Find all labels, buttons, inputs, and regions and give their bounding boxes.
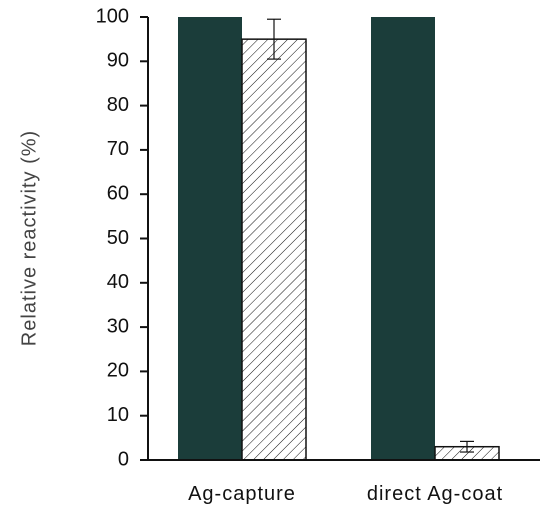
- y-axis: 0 10 20 30 40 50 60 70 80 90 100: [96, 5, 148, 470]
- y-tick-label: 80: [107, 94, 129, 116]
- x-axis-labels: Ag-capture direct Ag-coat: [188, 483, 503, 505]
- y-tick-label: 10: [107, 404, 129, 426]
- bar-direct-ag-coat-series-1: [371, 17, 435, 460]
- y-tick-label: 0: [118, 448, 129, 470]
- y-tick-label: 30: [107, 315, 129, 337]
- x-category-label: direct Ag-coat: [367, 483, 503, 505]
- y-tick-label: 60: [107, 182, 129, 204]
- y-tick-label: 20: [107, 360, 129, 382]
- y-tick-label: 100: [96, 5, 129, 27]
- y-axis-title: Relative reactivity (%): [18, 130, 40, 346]
- x-category-label: Ag-capture: [188, 483, 296, 505]
- bar-ag-capture-series-2: [241, 38, 307, 461]
- y-tick-label: 40: [107, 271, 129, 293]
- y-tick-label: 50: [107, 227, 129, 249]
- error-bars-group: [267, 18, 474, 453]
- bar-ag-capture-series-1: [178, 17, 242, 460]
- bars-group: [178, 17, 500, 461]
- y-tick-label: 90: [107, 50, 129, 72]
- y-tick-label: 70: [107, 138, 129, 160]
